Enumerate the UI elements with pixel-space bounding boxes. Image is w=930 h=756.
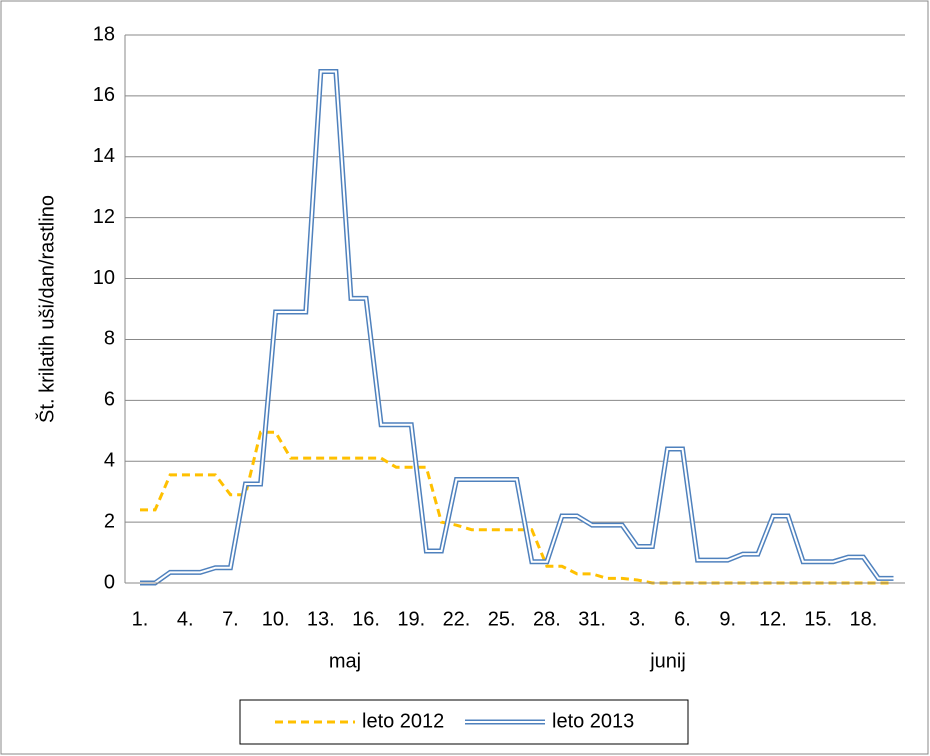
x-tick-label: 19. (397, 608, 425, 630)
x-tick-label: 9. (719, 608, 736, 630)
x-tick-label: 15. (804, 608, 832, 630)
legend-label: leto 2012 (362, 710, 444, 732)
x-group-label: junij (649, 650, 686, 672)
y-tick-label: 4 (104, 450, 115, 472)
series-line-inner (140, 70, 894, 584)
x-tick-label: 10. (262, 608, 290, 630)
y-tick-label: 2 (104, 510, 115, 532)
y-tick-label: 16 (93, 84, 115, 106)
x-tick-label: 25. (488, 608, 516, 630)
x-tick-label: 18. (849, 608, 877, 630)
y-tick-label: 12 (93, 206, 115, 228)
x-tick-label: 16. (352, 608, 380, 630)
x-tick-label: 1. (132, 608, 149, 630)
y-tick-label: 0 (104, 571, 115, 593)
y-tick-label: 6 (104, 389, 115, 411)
x-tick-label: 4. (177, 608, 194, 630)
y-tick-label: 8 (104, 328, 115, 350)
y-tick-label: 14 (93, 145, 115, 167)
x-tick-label: 22. (443, 608, 471, 630)
legend-label: leto 2013 (552, 710, 634, 732)
x-group-label: maj (329, 650, 361, 672)
x-tick-label: 13. (307, 608, 335, 630)
x-tick-label: 3. (629, 608, 646, 630)
x-tick-label: 7. (222, 608, 239, 630)
x-tick-label: 31. (578, 608, 606, 630)
y-tick-label: 10 (93, 267, 115, 289)
y-axis-label: Št. krilatih uši/dan/rastlino (35, 195, 58, 423)
y-tick-label: 18 (93, 23, 115, 45)
x-tick-label: 28. (533, 608, 561, 630)
x-tick-label: 12. (759, 608, 787, 630)
x-tick-label: 6. (674, 608, 691, 630)
